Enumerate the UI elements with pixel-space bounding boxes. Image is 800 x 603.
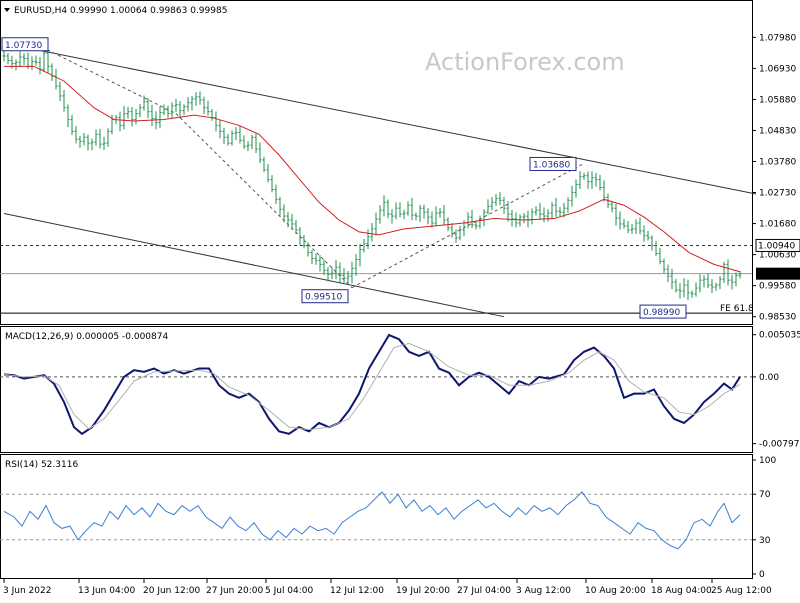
current-price-box — [756, 267, 800, 280]
rsi-line — [3, 491, 741, 550]
price-axis-label: 0.98530 — [759, 313, 796, 323]
rsi-axis-label: 100 — [759, 456, 776, 466]
current-price-label: 0.99985 — [758, 270, 795, 280]
price-axis-label: 1.00630 — [759, 251, 796, 261]
rsi-header: RSI(14) 52.3116 — [5, 460, 78, 470]
date-axis-label: 20 Jun 12:00 — [143, 586, 200, 596]
date-axis-label: 27 Jul 04:00 — [457, 586, 511, 596]
wave-dashed-line — [175, 113, 353, 289]
price-axis-label: 1.05880 — [759, 95, 796, 105]
macd-layer — [0, 333, 752, 436]
date-axis-label: 12 Jul 12:00 — [330, 586, 384, 596]
macd-line — [3, 333, 741, 436]
dropdown-triangle-icon[interactable] — [4, 8, 10, 12]
price-axis-label: 1.01680 — [759, 220, 796, 230]
rsi-axis-label: 0 — [759, 570, 765, 580]
macd-signal-line — [3, 342, 741, 431]
macd-axis-label: 0.00 — [759, 373, 779, 383]
level-label: 1.00940 — [758, 241, 795, 251]
macd-axis-label: -0.007973 — [759, 440, 800, 450]
date-axis-label: 25 Aug 12:00 — [711, 586, 772, 596]
wave-dashed-line — [351, 164, 583, 289]
channel-trend-line — [3, 42, 757, 195]
price-annotation-label: 0.99510 — [305, 293, 342, 303]
price-annotation-label: 1.07730 — [5, 41, 42, 51]
price-panel-frame — [0, 0, 753, 325]
rsi-panel-frame — [0, 454, 753, 579]
price-axis-label: 1.04830 — [759, 126, 796, 136]
axis-layer: 1.00940 0.99985 1.07980 1.06930 1.05880 1.048… — [3, 33, 800, 596]
price-axis-label: 1.03780 — [759, 158, 796, 168]
price-annotation-label: 0.98990 — [643, 308, 680, 318]
date-axis-label: 27 Jun 20:00 — [206, 586, 263, 596]
price-annotation-label: 1.03680 — [533, 160, 570, 170]
price-annotation-box — [639, 304, 687, 319]
wave-dashed-line — [41, 46, 177, 115]
date-axis-label: 19 Jul 20:00 — [396, 586, 450, 596]
watermark-text: ActionForex.com — [425, 48, 625, 76]
date-axis-label: 10 Aug 20:00 — [585, 586, 646, 596]
macd-header: MACD(12,26,9) 0.000005 -0.000874 — [5, 332, 168, 342]
rsi-axis-label: 70 — [759, 490, 771, 500]
rsi-axis-label: 30 — [759, 536, 771, 546]
macd-axis-label: 0.005035 — [759, 331, 800, 341]
price-axis-label: 1.06930 — [759, 64, 796, 74]
date-axis-label: 18 Aug 04:00 — [651, 586, 712, 596]
price-annotation-box — [529, 156, 577, 171]
channel-trend-line — [3, 213, 505, 318]
price-layer: FE 61.8 1.07730 1.03680 0.99510 0.98990 — [0, 37, 757, 319]
date-axis-label: 5 Jul 04:00 — [265, 586, 314, 596]
macd-panel-frame — [0, 326, 753, 453]
price-axis-label: 1.07980 — [759, 33, 796, 43]
fe-level-label: FE 61.8 — [720, 304, 754, 314]
moving-average-line — [4, 65, 741, 273]
level-label-box — [755, 238, 800, 252]
price-header: EURUSD,H4 0.99990 1.00064 0.99863 0.9998… — [14, 6, 227, 16]
date-axis-label: 3 Aug 12:00 — [516, 586, 571, 596]
price-annotation-box — [1, 37, 49, 52]
date-axis-label: 13 Jun 04:00 — [78, 586, 135, 596]
price-annotation-box — [301, 289, 349, 304]
price-axis-label: 0.99580 — [759, 282, 796, 292]
price-axis-label: 1.02730 — [759, 189, 796, 199]
date-axis-label: 3 Jun 2022 — [3, 586, 51, 596]
rsi-layer — [0, 491, 752, 550]
